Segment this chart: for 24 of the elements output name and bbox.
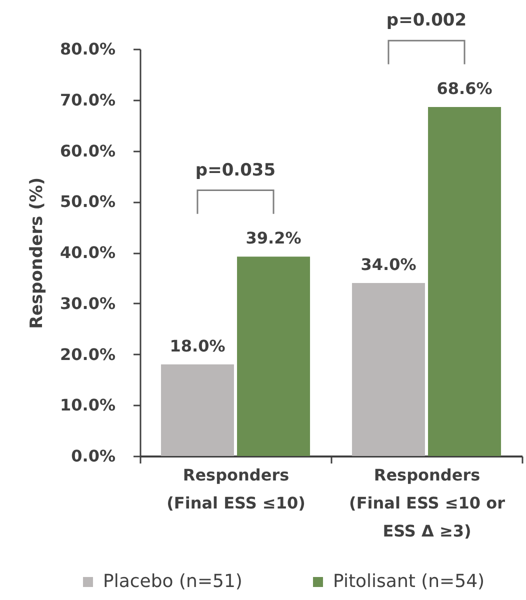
y-tick-label: 0.0%	[71, 446, 116, 466]
legend-label: Placebo (n=51)	[103, 571, 242, 592]
x-tick-label: Responders (Final ESS ≤10)	[166, 466, 306, 512]
data-label: 39.2%	[246, 228, 302, 248]
y-tick-label: 70.0%	[60, 90, 116, 110]
text: p=0.002	[386, 10, 467, 31]
y-tick-label: 10.0%	[60, 396, 116, 415]
data-label: 18.0%	[170, 336, 226, 356]
y-tick-label: 60.0%	[60, 141, 116, 160]
y-tick-label: 30.0%	[60, 294, 116, 313]
x-tick-label: Responders (Final ESS ≤10 or ESS Δ ≥3)	[349, 466, 506, 540]
y-axis-title: Responders (%)	[26, 177, 47, 329]
y-tick-label: 80.0%	[60, 40, 116, 58]
bar	[237, 256, 310, 456]
bar	[352, 283, 425, 456]
annotation: p=0.035	[195, 160, 276, 180]
data-label: 68.6%	[436, 78, 492, 98]
y-tick-label: 20.0%	[60, 344, 116, 364]
y-tick-label: 50.0%	[60, 192, 116, 212]
legend-label: Pitolisant (n=54)	[333, 571, 485, 592]
y-tick-label: 40.0%	[60, 243, 116, 262]
bar	[428, 107, 502, 456]
data-label: 34.0%	[360, 255, 416, 274]
bar	[160, 364, 234, 456]
